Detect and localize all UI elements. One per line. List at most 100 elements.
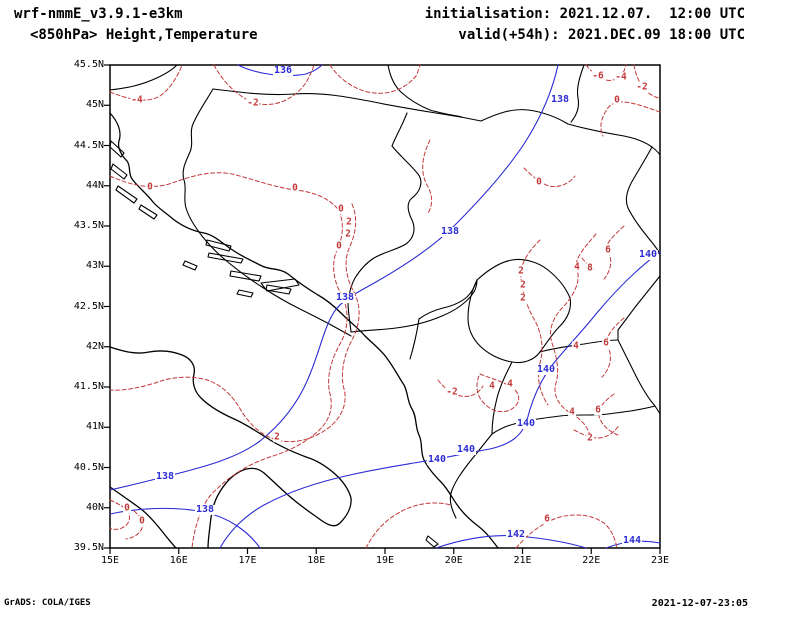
country-border — [617, 275, 661, 341]
height-contour-label: 138 — [154, 471, 176, 482]
temp-contour-label: 6 — [543, 513, 551, 525]
temp-contour — [598, 393, 619, 436]
temp-contour-label: 4 — [573, 261, 581, 273]
country-border — [387, 64, 463, 118]
height-contour-label: 136 — [272, 65, 294, 76]
height-contour-138 — [109, 64, 559, 491]
temp-contour-label: 8 — [586, 262, 594, 274]
lat-tick-label: 43N — [85, 260, 104, 272]
island — [229, 270, 262, 282]
lon-tick-label: 18E — [307, 555, 326, 566]
lat-tick-label: 42N — [85, 340, 104, 352]
lon-tick-label: 20E — [444, 555, 463, 566]
temp-contour — [109, 499, 130, 530]
lat-tick-label: 45.5N — [73, 59, 104, 70]
axis-tick-marks — [104, 64, 661, 554]
temp-contour-label: 0 — [335, 240, 343, 252]
temp-contour-label: -4 — [130, 94, 144, 106]
country-border — [467, 258, 572, 364]
temp-contour-label: 2 — [345, 216, 353, 228]
height-contour-label: 142 — [505, 529, 527, 540]
lat-tick-label: 40N — [85, 501, 104, 513]
lon-tick-label: 15E — [100, 555, 120, 566]
height-contour-label: 140 — [535, 364, 557, 375]
lon-tick-label: 19E — [375, 555, 395, 566]
height-contour-label: 138 — [549, 94, 571, 105]
island — [138, 204, 158, 220]
lon-tick-label: 21E — [513, 555, 532, 566]
temp-contour-label: -2 — [246, 97, 260, 109]
lon-tick-label: 16E — [169, 555, 188, 566]
model-title: wrf-nmmE_v3.9.1-e3km — [14, 6, 183, 22]
lon-tick-label: 17E — [238, 555, 257, 566]
country-border — [182, 88, 352, 337]
temp-contour — [109, 203, 360, 443]
temp-contour-label: 2 — [344, 228, 352, 240]
temp-contour-label: -4 — [614, 71, 628, 83]
lat-tick-label: 41N — [85, 421, 104, 433]
country-border — [617, 339, 661, 415]
lat-tick-label: 45N — [85, 99, 104, 111]
island — [109, 140, 125, 158]
temp-contour-label: 0 — [535, 176, 543, 188]
country-border — [491, 405, 656, 435]
temp-contour-label: 2 — [273, 431, 281, 443]
temp-contour-label: 0 — [613, 94, 621, 106]
temp-contour-label: 6 — [602, 337, 610, 349]
coastline-italy — [109, 346, 352, 549]
island — [115, 185, 138, 204]
coastline — [109, 112, 499, 549]
temp-contour-label: 6 — [604, 244, 612, 256]
temp-contour-label: 2 — [586, 432, 594, 444]
creation-timestamp: 2021-12-07-23:05 — [651, 598, 748, 609]
country-border — [491, 361, 513, 435]
temp-contour-label: 0 — [337, 203, 345, 215]
country-border — [409, 279, 478, 360]
height-contour-140 — [219, 251, 661, 549]
lat-tick-label: 44N — [85, 179, 104, 191]
island — [425, 535, 439, 548]
coastline-italy-west — [109, 486, 177, 549]
temp-contour-label: -2 — [445, 386, 459, 398]
country-border — [449, 433, 493, 519]
lat-tick-label: 39.5N — [73, 542, 104, 553]
temp-contour-label: 0 — [138, 515, 146, 527]
lon-tick-label: 22E — [582, 555, 601, 566]
height-contour-label: 144 — [621, 535, 643, 546]
temp-contour — [125, 510, 143, 540]
temp-contour-label: 2 — [519, 279, 527, 291]
country-border — [625, 146, 661, 255]
temp-contour-label: 4 — [568, 406, 576, 418]
temp-contour-label: 0 — [291, 182, 299, 194]
lat-tick-label: 40.5N — [73, 461, 104, 473]
temp-contour — [600, 101, 661, 137]
island — [207, 252, 244, 264]
island — [236, 289, 254, 298]
island — [182, 260, 198, 271]
temp-contour-label: 6 — [594, 404, 602, 416]
country-border — [350, 279, 478, 333]
temp-contour — [523, 167, 576, 187]
temp-contour — [329, 64, 421, 94]
temperature-contours — [109, 64, 661, 549]
temp-contour-label: 4 — [506, 378, 514, 390]
island — [110, 163, 128, 180]
temp-contour-label: 4 — [572, 340, 580, 352]
temp-contour-label: 2 — [517, 265, 525, 277]
temp-contour-label: 0 — [146, 181, 154, 193]
temp-contour — [422, 139, 433, 214]
temp-contour — [515, 514, 618, 549]
lat-tick-label: 41.5N — [73, 381, 104, 392]
lat-tick-label: 42.5N — [73, 300, 104, 312]
temp-contour-label: -2 — [635, 81, 649, 93]
country-border — [347, 112, 422, 333]
temp-contour — [365, 502, 452, 549]
height-contour-136 — [237, 64, 323, 77]
temp-contour-label: 4 — [488, 380, 496, 392]
height-contour-label: 140 — [637, 249, 659, 260]
valid-time: valid(+54h): 2021.DEC.09 18:00 UTC — [458, 27, 745, 43]
lat-tick-label: 43.5N — [73, 220, 104, 231]
lon-tick-label: 23E — [650, 555, 670, 566]
